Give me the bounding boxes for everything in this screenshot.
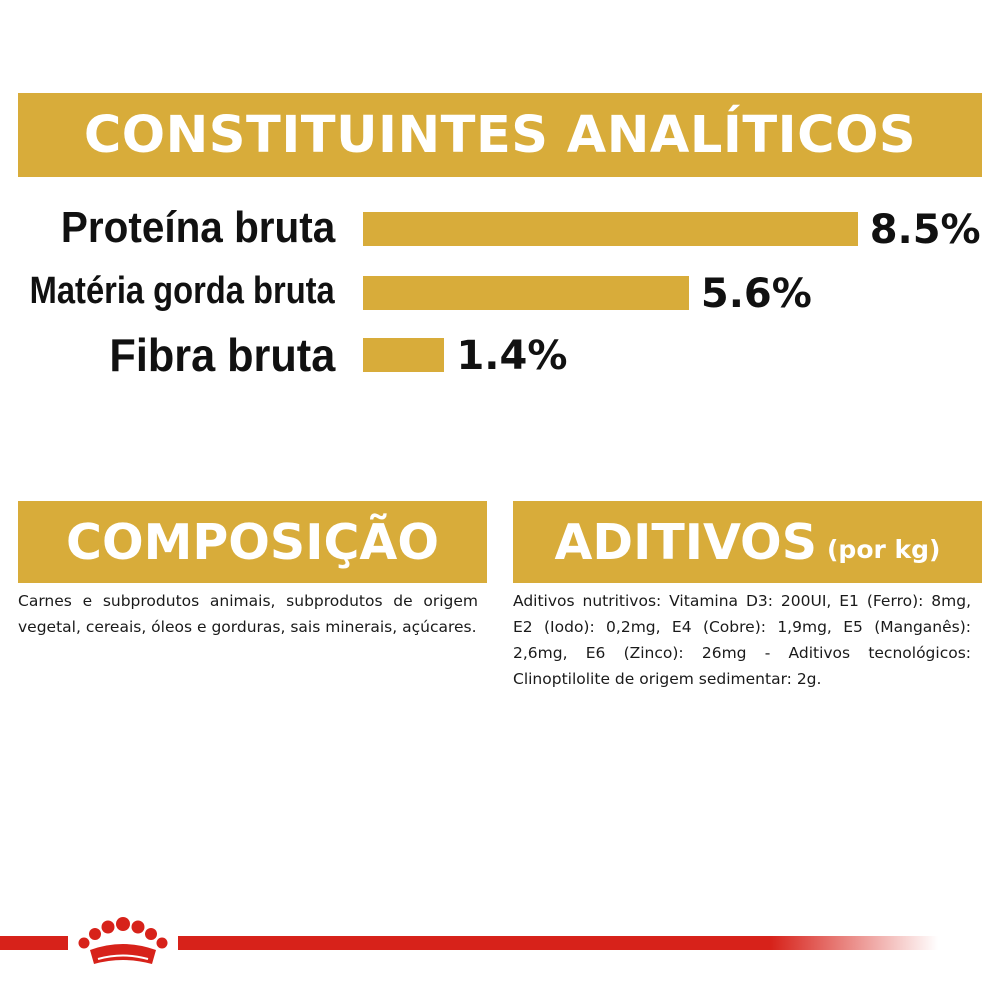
row-label-fat: Matéria gorda bruta — [29, 270, 335, 312]
composition-banner: COMPOSIÇÃO — [18, 501, 487, 583]
analytic-title: CONSTITUINTES ANALÍTICOS — [83, 105, 917, 165]
royal-canin-crown-icon — [78, 917, 168, 964]
additives-text: Aditivos nutritivos: Vitamina D3: 200UI,… — [513, 592, 971, 688]
footer-line-left — [0, 936, 68, 950]
composition-text: Carnes e subprodutos animais, subproduto… — [18, 592, 478, 636]
value-fat: 5.6% — [700, 271, 812, 317]
row-label-fiber: Fibra bruta — [109, 329, 335, 381]
value-protein: 8.5% — [869, 207, 981, 253]
footer-line-right — [178, 936, 938, 950]
analytic-banner: CONSTITUINTES ANALÍTICOS — [18, 93, 982, 177]
bar-fat — [363, 276, 689, 310]
value-fiber: 1.4% — [456, 333, 568, 379]
composition-title: COMPOSIÇÃO — [65, 513, 439, 571]
bar-protein — [363, 212, 858, 246]
additives-banner: ADITIVOS (por kg) — [513, 501, 982, 583]
additives-subtitle: (por kg) — [827, 534, 941, 564]
row-label-protein: Proteína bruta — [60, 203, 335, 252]
additives-title: ADITIVOS — [554, 513, 818, 571]
bar-fiber — [363, 338, 445, 372]
